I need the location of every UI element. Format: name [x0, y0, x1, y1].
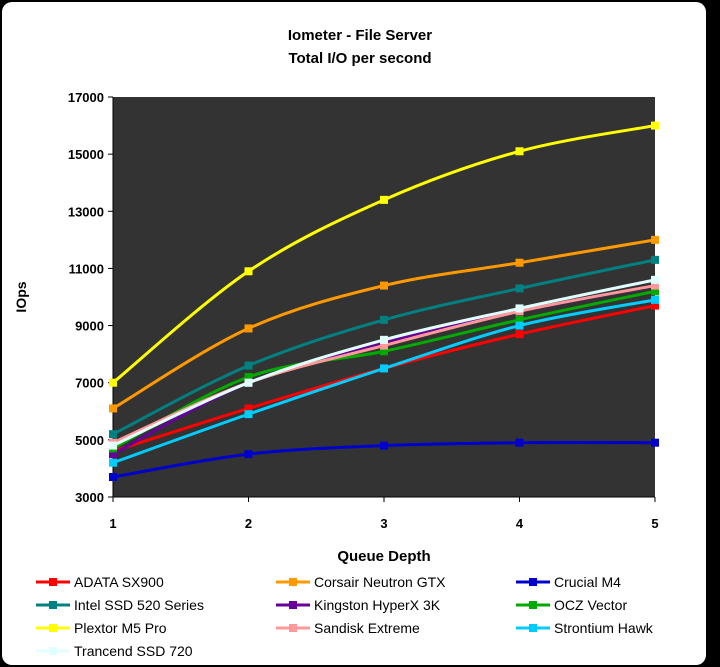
data-point	[244, 404, 253, 413]
legend-swatch-marker	[49, 624, 57, 632]
series-layer	[109, 121, 659, 481]
data-point	[515, 284, 524, 293]
legend-item: Corsair Neutron GTX	[276, 574, 446, 590]
data-point	[515, 304, 524, 313]
data-point	[651, 275, 659, 284]
y-tick-label: 7000	[75, 376, 104, 391]
legend-label: Crucial M4	[554, 574, 621, 590]
series-trancend-ssd-720	[109, 275, 659, 450]
data-point	[380, 347, 388, 356]
data-point	[651, 295, 659, 304]
data-point	[244, 267, 253, 276]
legend-item: OCZ Vector	[516, 597, 627, 613]
legend-label: Kingston HyperX 3K	[314, 597, 441, 613]
data-point	[515, 147, 524, 156]
data-point	[244, 450, 253, 459]
legend-label: Corsair Neutron GTX	[314, 574, 446, 590]
y-tick-label: 17000	[68, 90, 104, 105]
legend-swatch-marker	[49, 647, 57, 655]
data-point	[651, 301, 659, 310]
legend-swatch-marker	[289, 624, 297, 632]
data-point	[651, 287, 659, 296]
series-intel-ssd-520-series	[109, 255, 659, 439]
y-axis-label: IOps	[13, 281, 29, 312]
y-tick-label: 3000	[75, 490, 104, 505]
legend-swatch-marker	[49, 578, 57, 586]
data-point	[515, 438, 524, 447]
legend-item: Strontium Hawk	[516, 620, 654, 636]
data-point	[651, 235, 659, 244]
x-axis: 1 2 3 4 5	[109, 496, 659, 531]
data-point	[109, 450, 117, 459]
data-point	[109, 378, 117, 387]
data-point	[244, 324, 253, 333]
data-point	[651, 281, 659, 290]
y-tick-label: 15000	[68, 147, 104, 162]
y-axis: 3000 5000 7000 9000 11000 13000 15000 17000	[68, 90, 114, 505]
data-point	[515, 330, 524, 339]
legend-item: Crucial M4	[516, 574, 621, 590]
data-point	[515, 258, 524, 267]
legend-swatch-marker	[289, 601, 297, 609]
chart-title: Iometer - File Server	[288, 27, 432, 44]
data-point	[109, 473, 117, 481]
legend: ADATA SX900 Corsair Neutron GTX Crucial M4…	[36, 574, 654, 659]
data-point	[380, 281, 388, 290]
legend-item: Intel SSD 520 Series	[36, 597, 204, 613]
legend-swatch-marker	[529, 601, 537, 609]
data-point	[515, 315, 524, 324]
data-point	[109, 441, 117, 450]
y-tick-label: 11000	[69, 261, 104, 276]
data-point	[380, 364, 388, 373]
data-point	[515, 321, 524, 330]
legend-item: Trancend SSD 720	[36, 643, 193, 659]
data-point	[651, 255, 659, 264]
data-point	[109, 404, 117, 413]
x-tick-label: 1	[109, 516, 116, 531]
series-plextor-m5-pro	[109, 121, 659, 387]
x-tick-label: 2	[245, 516, 252, 531]
data-point	[244, 410, 253, 419]
x-axis-label: Queue Depth	[337, 548, 430, 565]
x-tick-label: 3	[380, 516, 387, 531]
series-strontium-hawk	[109, 295, 659, 467]
legend-label: OCZ Vector	[554, 597, 627, 613]
data-point	[244, 378, 253, 387]
legend-swatch-marker	[529, 624, 537, 632]
data-point	[380, 341, 388, 350]
legend-label: ADATA SX900	[74, 574, 164, 590]
legend-swatch-marker	[529, 578, 537, 586]
legend-item: ADATA SX900	[36, 574, 164, 590]
legend-label: Sandisk Extreme	[314, 620, 420, 636]
data-point	[244, 361, 253, 370]
series-corsair-neutron-gtx	[109, 235, 659, 413]
x-tick-label: 5	[651, 516, 658, 531]
legend-label: Intel SSD 520 Series	[74, 597, 204, 613]
data-point	[380, 195, 388, 204]
y-tick-label: 5000	[75, 433, 104, 448]
series-crucial-m4	[109, 438, 659, 481]
y-tick-label: 9000	[75, 319, 104, 334]
x-tick-label: 4	[516, 516, 524, 531]
legend-item: Kingston HyperX 3K	[276, 597, 441, 613]
data-point	[109, 430, 117, 439]
legend-item: Sandisk Extreme	[276, 620, 420, 636]
chart-subtitle: Total I/O per second	[288, 50, 431, 67]
legend-label: Strontium Hawk	[554, 620, 654, 636]
data-point	[380, 441, 388, 450]
y-tick-label: 13000	[68, 204, 104, 219]
legend-swatch-marker	[49, 601, 57, 609]
legend-label: Plextor M5 Pro	[74, 620, 167, 636]
data-point	[651, 438, 659, 447]
data-point	[109, 458, 117, 467]
legend-label: Trancend SSD 720	[74, 643, 193, 659]
data-point	[651, 121, 659, 130]
data-point	[380, 335, 388, 344]
data-point	[380, 315, 388, 324]
legend-item: Plextor M5 Pro	[36, 620, 167, 636]
legend-swatch-marker	[289, 578, 297, 586]
data-point	[244, 373, 253, 381]
